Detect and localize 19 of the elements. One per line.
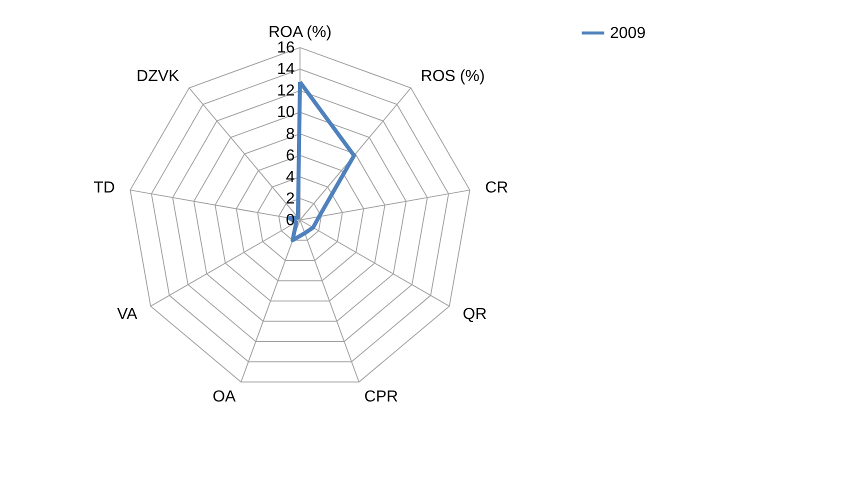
y-tick-label: 16: [277, 40, 295, 57]
spoke-label: TD: [94, 179, 115, 196]
spoke-label: DZVK: [136, 68, 180, 86]
spoke-label: CPR: [364, 388, 398, 406]
y-tick-label: 12: [277, 82, 295, 100]
spoke-label: OA: [212, 388, 236, 406]
y-tick-label: 10: [277, 104, 295, 122]
y-tick-label: 14: [277, 61, 295, 78]
legend-label: 2009: [610, 25, 646, 42]
y-tick-label: 6: [286, 147, 295, 164]
spoke-label: VA: [117, 306, 138, 323]
spoke-label: ROA (%): [268, 24, 332, 42]
y-tick-label: 8: [286, 126, 295, 143]
spoke-label: ROS (%): [420, 68, 485, 86]
spoke-label: CR: [485, 179, 508, 196]
y-tick-label: 4: [286, 168, 295, 186]
spoke-label: QR: [462, 306, 487, 323]
y-tick-label: 2: [286, 190, 295, 208]
y-tick-label: 0: [286, 212, 295, 229]
